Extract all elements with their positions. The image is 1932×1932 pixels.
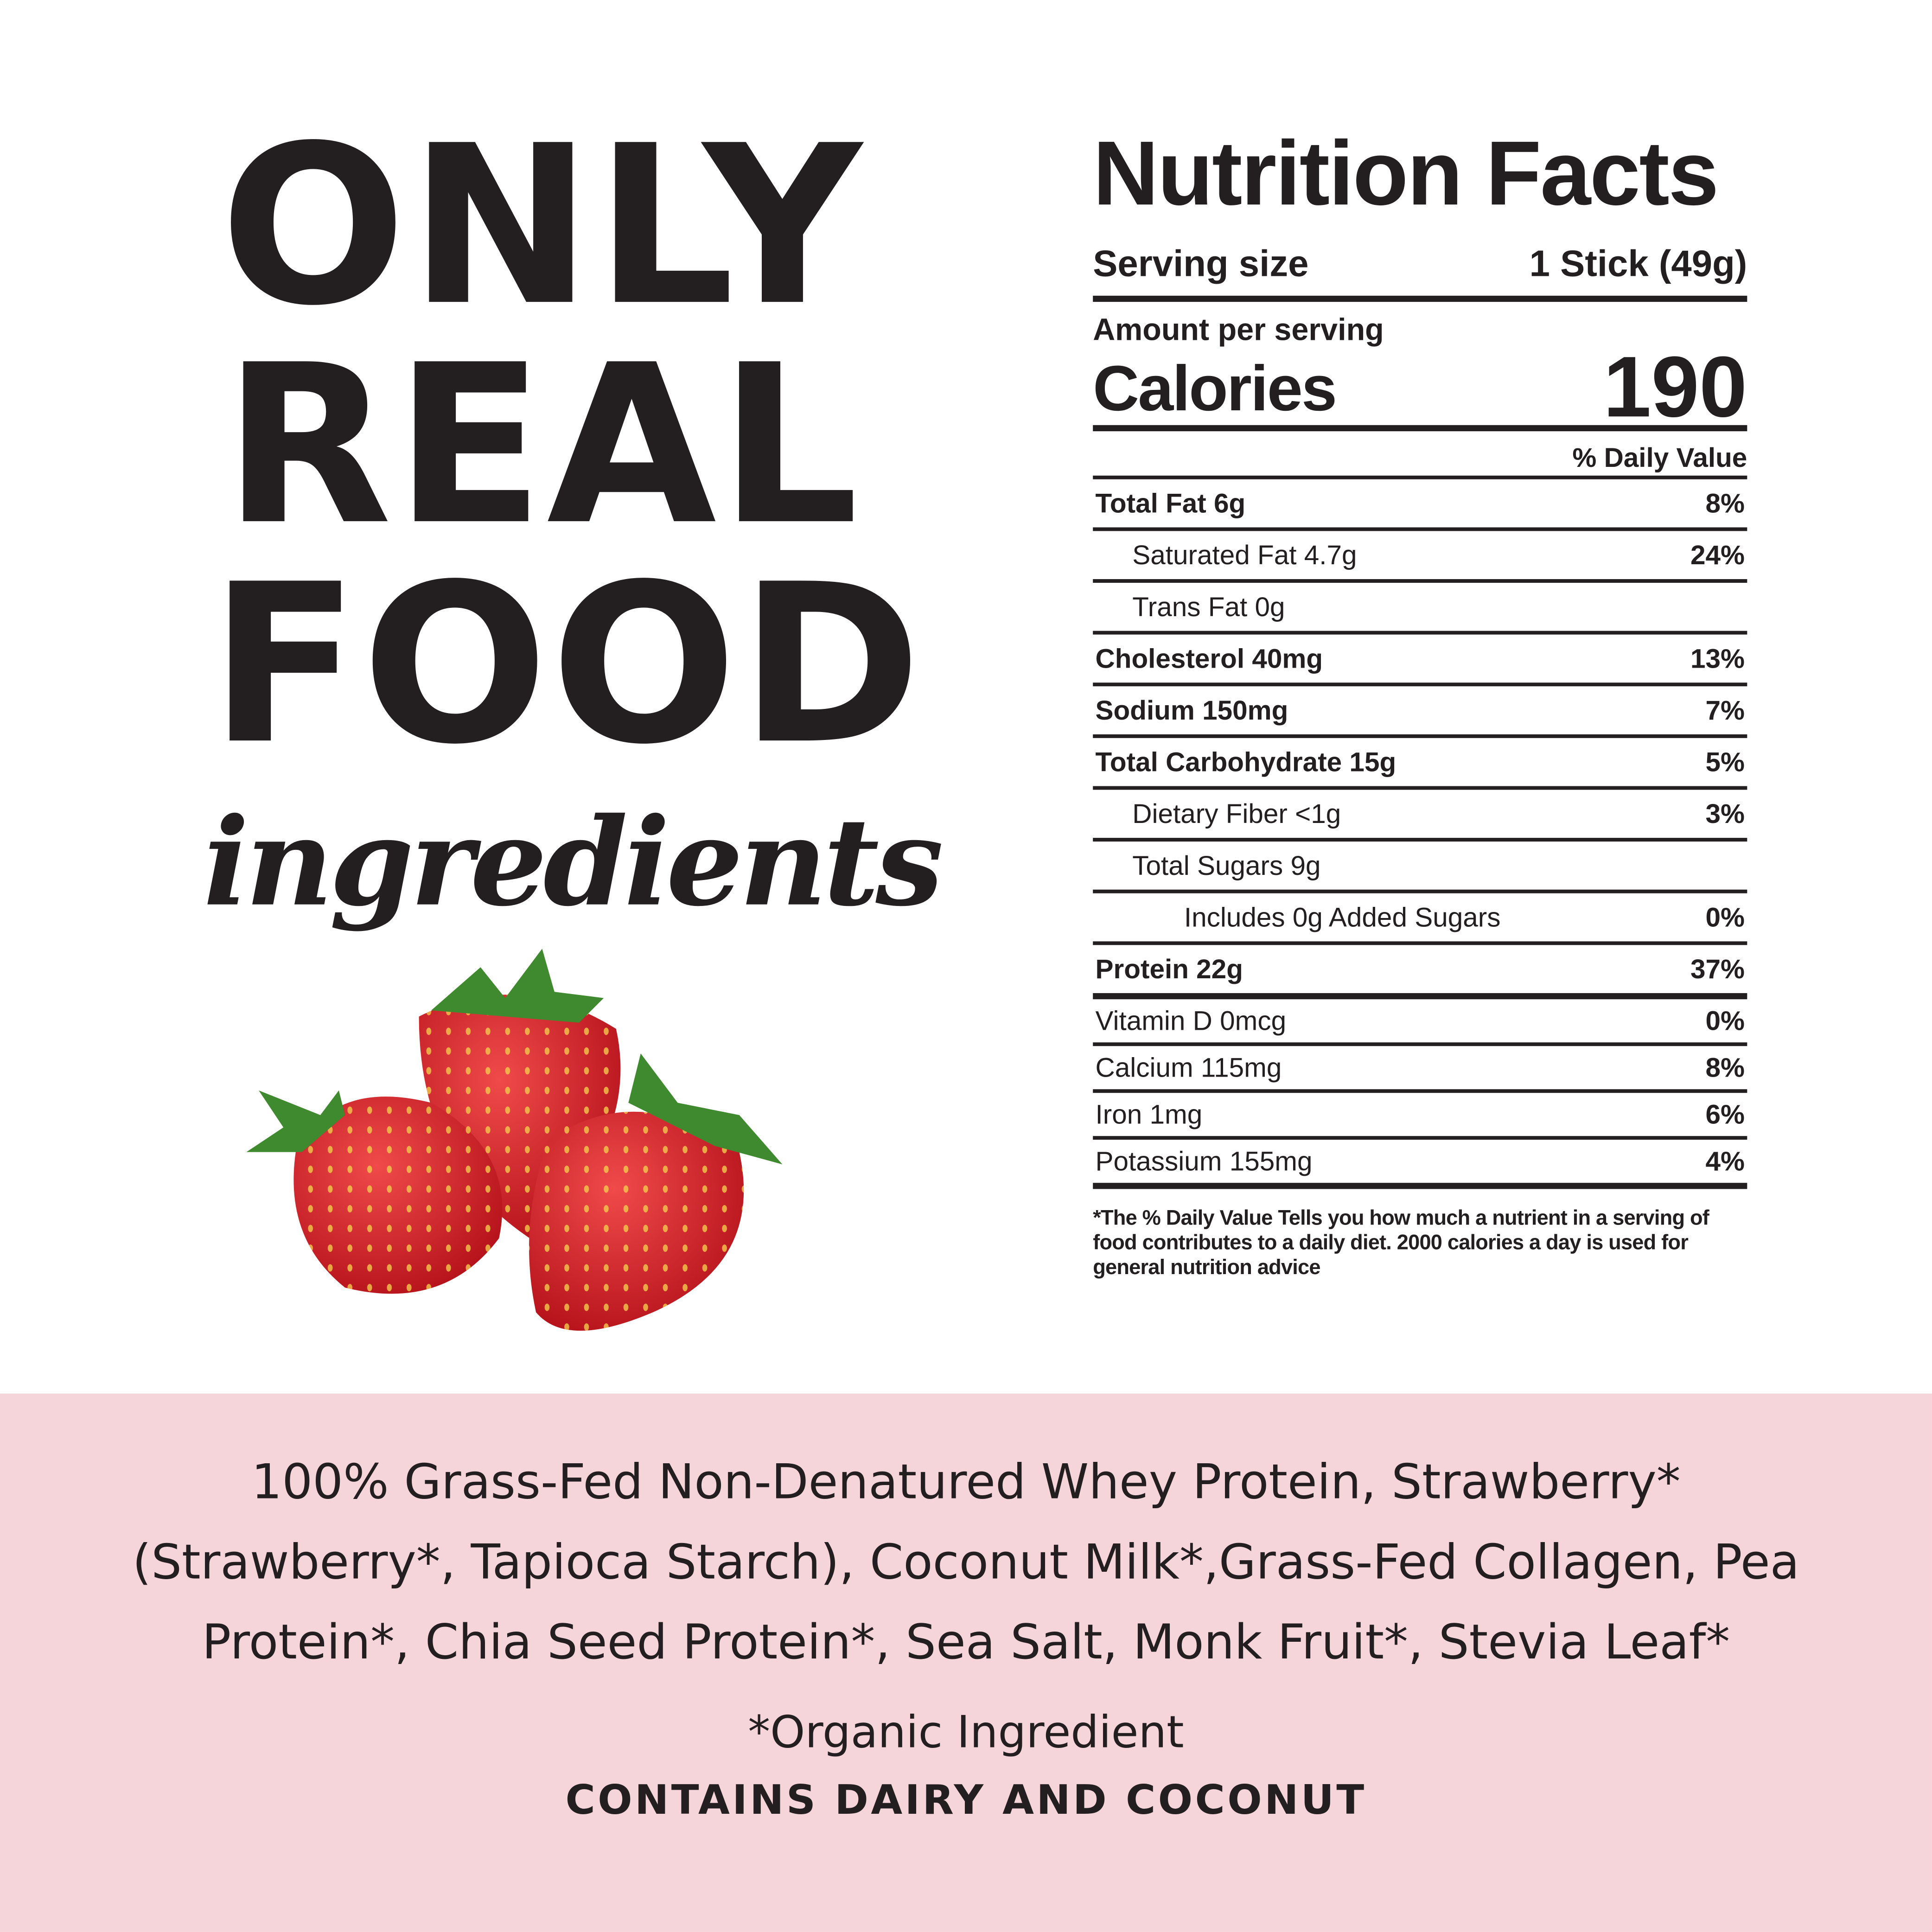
nutrient-row: Potassium 155mg 4% — [1093, 1140, 1747, 1189]
nutrient-daily-value: 24% — [1690, 539, 1745, 570]
nutrient-daily-value: 3% — [1705, 797, 1745, 829]
nutrient-row: Total Sugars 9g — [1093, 842, 1747, 893]
nutrient-name: Protein 22g — [1095, 953, 1243, 984]
headline-food: FOOD — [209, 537, 925, 792]
nutrient-daily-value: 13% — [1690, 642, 1745, 674]
nutrient-name: Sodium 150mg — [1095, 694, 1288, 725]
ingredients-list: 100% Grass-Fed Non-Denatured Whey Protei… — [103, 1443, 1829, 1683]
strawberry-left — [246, 1090, 503, 1294]
nutrient-row: Saturated Fat 4.7g 24% — [1093, 531, 1747, 583]
nutrient-daily-value: 37% — [1690, 953, 1745, 984]
calories-label: Calories — [1093, 353, 1337, 425]
nutrient-name: Vitamin D 0mcg — [1095, 1005, 1287, 1036]
nutrient-daily-value: 0% — [1705, 901, 1745, 932]
ingredients-line: Protein*, Chia Seed Protein*, Sea Salt, … — [202, 1615, 1730, 1671]
nutrient-row: Total Carbohydrate 15g 5% — [1093, 738, 1747, 790]
nutrient-row: Trans Fat 0g — [1093, 583, 1747, 635]
ingredients-band: 100% Grass-Fed Non-Denatured Whey Protei… — [0, 1393, 1932, 1932]
calories-row: Calories 190 — [1093, 338, 1747, 435]
nutrient-name: Calcium 115mg — [1095, 1052, 1282, 1083]
nutrient-row: Total Fat 6g 8% — [1093, 479, 1747, 531]
nutrient-daily-value: 8% — [1705, 1052, 1745, 1083]
nutrient-name: Total Sugars 9g — [1132, 849, 1321, 880]
strawberries-image — [246, 949, 783, 1331]
headline-real: REAL — [223, 318, 861, 573]
nutrient-daily-value: 4% — [1705, 1145, 1745, 1176]
serving-value: 1 Stick (49g) — [1529, 244, 1747, 285]
nutrient-row: Calcium 115mg 8% — [1093, 1046, 1747, 1093]
nutrient-name: Potassium 155mg — [1095, 1145, 1313, 1176]
nutrition-facts-panel: Nutrition Facts Serving size 1 Stick (49… — [1093, 122, 1747, 1280]
nutrient-name: Includes 0g Added Sugars — [1184, 901, 1501, 932]
nutrient-name: Total Carbohydrate 15g — [1095, 746, 1396, 777]
nutrient-name: Iron 1mg — [1095, 1098, 1203, 1129]
nutrient-name: Dietary Fiber <1g — [1132, 797, 1341, 829]
nutrient-row: Cholesterol 40mg 13% — [1093, 635, 1747, 687]
serving-label: Serving size — [1093, 244, 1309, 285]
strawberry-right — [529, 1053, 783, 1331]
nutrient-daily-value: 0% — [1705, 1005, 1745, 1036]
nutrient-daily-value: 7% — [1705, 694, 1745, 725]
allergen-statement: CONTAINS DAIRY AND COCONUT — [565, 1775, 1367, 1824]
nutrient-name: Saturated Fat 4.7g — [1132, 539, 1357, 570]
nutrient-daily-value: 5% — [1705, 746, 1745, 777]
organic-note: *Organic Ingredient — [748, 1708, 1184, 1759]
nutrient-row: Vitamin D 0mcg 0% — [1093, 999, 1747, 1046]
nutrient-name: Trans Fat 0g — [1132, 591, 1285, 622]
ingredients-line: (Strawberry*, Tapioca Starch), Coconut M… — [132, 1535, 1800, 1591]
nutrient-name: Total Fat 6g — [1095, 487, 1246, 518]
nutrient-row: Iron 1mg 6% — [1093, 1093, 1747, 1140]
amount-per-serving: Amount per serving — [1093, 313, 1384, 348]
nutrient-name: Cholesterol 40mg — [1095, 642, 1323, 674]
nutrient-row: Sodium 150mg 7% — [1093, 686, 1747, 738]
calories-value: 190 — [1603, 338, 1747, 435]
headline-only: ONLY — [220, 98, 865, 354]
nutrient-daily-value: 8% — [1705, 487, 1745, 518]
nutrient-row: Protein 22g 37% — [1093, 945, 1747, 1000]
ingredients-line: 100% Grass-Fed Non-Denatured Whey Protei… — [251, 1455, 1681, 1511]
nutrient-daily-value: 6% — [1705, 1098, 1745, 1129]
nutrition-title: Nutrition Facts — [1093, 122, 1719, 224]
nutrient-row: Dietary Fiber <1g 3% — [1093, 790, 1747, 842]
nutrient-rows: Total Fat 6g 8% Saturated Fat 4.7g 24% Trans… — [1093, 479, 1747, 1189]
daily-value-header: % Daily Value — [1093, 431, 1747, 479]
nutrient-row: Includes 0g Added Sugars 0% — [1093, 893, 1747, 945]
serving-size-row: Serving size 1 Stick (49g) — [1093, 224, 1747, 302]
headline-ingredients: ingredients — [203, 792, 944, 934]
footnote: *The % Daily Value Tells you how much a … — [1093, 1206, 1709, 1279]
